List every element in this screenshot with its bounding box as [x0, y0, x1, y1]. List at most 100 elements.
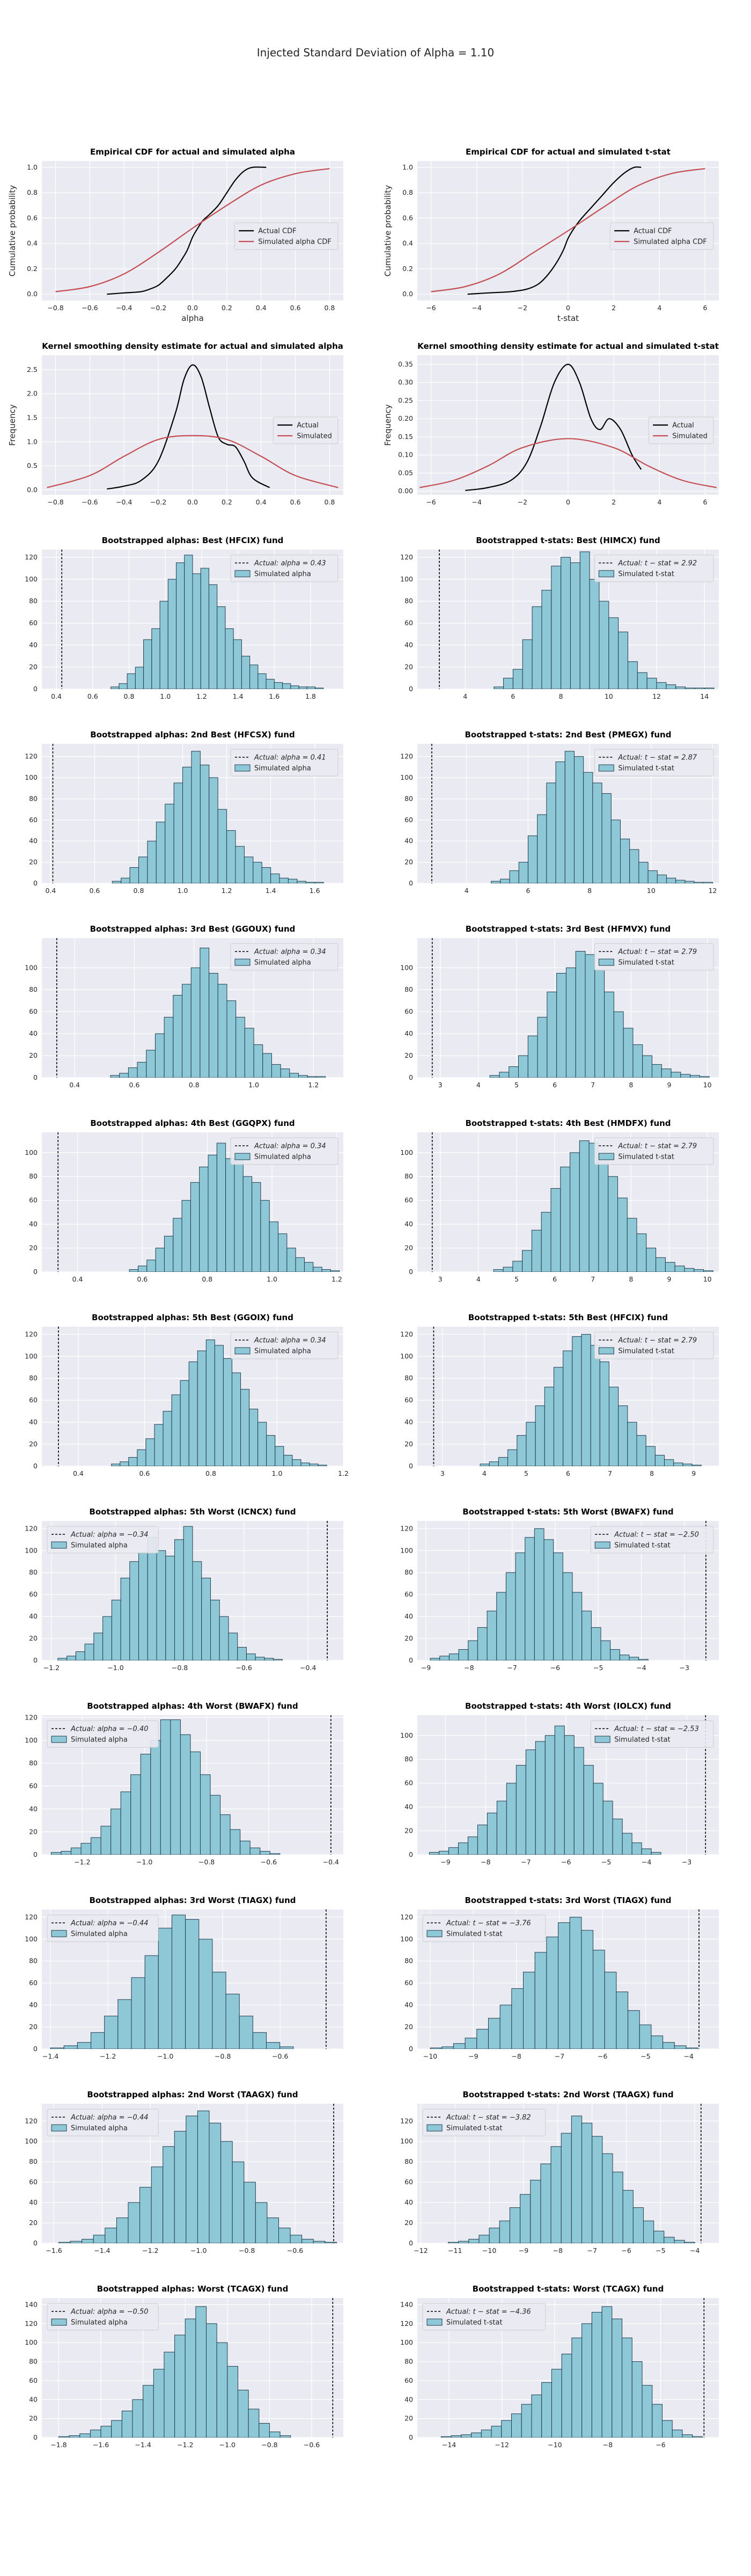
y-tick-label: 100	[400, 773, 413, 781]
y-tick-label: 0.00	[398, 487, 413, 495]
histogram-bar	[550, 1188, 561, 1272]
y-tick-label: 0.6	[27, 214, 38, 222]
histogram-bar	[208, 1154, 217, 1272]
legend-entry-label: Actual CDF	[258, 228, 296, 236]
x-tick-label: 1.6	[269, 692, 279, 700]
x-tick-label: −0.6	[261, 1858, 277, 1866]
histogram-bar	[686, 2047, 698, 2049]
panel-title: Bootstrapped t-stats: 3rd Best (HFMVX) f…	[466, 924, 671, 934]
histogram-bar	[159, 601, 168, 689]
y-axis-label: Frequency	[8, 404, 17, 446]
panel-title: Bootstrapped alphas: 5th Worst (ICNCX) f…	[89, 1507, 296, 1517]
legend-entry-label: Actual: alpha = 0.34	[254, 1143, 326, 1151]
histogram-bar	[145, 1438, 155, 1466]
histogram-bar	[612, 2318, 623, 2438]
x-tick-label: −5	[593, 1664, 603, 1672]
panel-9: Bootstrapped alphas: 3rd Best (GGOUX) fu…	[25, 924, 343, 1089]
histogram-bar	[316, 1076, 326, 1078]
x-tick-label: −0.8	[261, 2441, 277, 2449]
histogram-bar	[165, 1556, 175, 1660]
series-line-actual	[467, 166, 642, 295]
histogram-bar	[239, 2016, 253, 2049]
histogram-bar	[253, 1044, 263, 1078]
histogram-bar	[430, 1658, 440, 1660]
histogram-bar	[581, 1930, 594, 2049]
legend-entry-label: Actual	[297, 422, 319, 430]
legend: Actual Simulated	[273, 416, 338, 444]
legend-bar-swatch	[426, 2318, 443, 2326]
x-tick-label: 1.4	[233, 692, 244, 700]
panel-23: Bootstrapped alphas: Worst (TCAGX) fund −…	[25, 2284, 343, 2449]
histogram-bar	[598, 1154, 609, 1272]
histogram-bar	[153, 2369, 165, 2438]
histogram-bar	[298, 1075, 308, 1078]
histogram-bar	[511, 2413, 522, 2438]
legend-entry-label: Actual: alpha = −0.34	[70, 1531, 149, 1539]
histogram-bar	[581, 1334, 591, 1466]
histogram-bar	[541, 590, 552, 689]
histogram-bar	[501, 2420, 512, 2438]
legend-entry-label: Actual: alpha = 0.41	[254, 754, 326, 762]
histogram-bar	[477, 1824, 488, 1855]
histogram-bar	[573, 1747, 584, 1855]
histogram-bar	[629, 849, 639, 883]
histogram-bar	[257, 673, 267, 689]
x-tick-label: 0.6	[290, 304, 301, 312]
legend: Actual: alpha = −0.44 Simulated alpha	[47, 2109, 159, 2136]
histogram-bar	[82, 2238, 94, 2243]
panel-19: Bootstrapped alphas: 3rd Worst (TIAGX) f…	[25, 1896, 343, 2060]
histogram-bar	[704, 687, 715, 689]
histogram-bar	[69, 2435, 80, 2438]
histogram-bar	[121, 2410, 133, 2438]
panel-17: Bootstrapped alphas: 4th Worst (BWAFX) f…	[25, 1701, 343, 1866]
histogram-bar	[129, 1561, 139, 1660]
histogram-bar	[170, 1719, 181, 1855]
legend-entry-label: Simulated alpha	[254, 570, 311, 579]
x-tick-label: −11	[448, 2246, 462, 2255]
x-tick-label: −3	[682, 1858, 691, 1866]
legend: Actual: t − stat = 2.79 Simulated t-stat	[594, 1137, 714, 1165]
y-tick-label: 100	[25, 575, 38, 583]
x-tick-label: 0.8	[189, 1081, 200, 1089]
y-tick-label: 40	[404, 1612, 413, 1620]
y-tick-label: 100	[400, 1731, 413, 1739]
histogram-bar	[227, 2366, 238, 2438]
panel-title: Bootstrapped alphas: Worst (TCAGX) fund	[97, 2284, 289, 2294]
histogram-bar	[608, 617, 619, 689]
y-tick-label: 0.4	[27, 239, 38, 247]
histogram-bar	[182, 984, 192, 1078]
histogram-bar	[127, 673, 136, 689]
histogram-bar	[521, 2404, 532, 2438]
x-tick-label: 5	[514, 1275, 519, 1283]
histogram-bar	[488, 2018, 500, 2049]
y-tick-label: 0	[33, 879, 38, 887]
x-tick-label: −6	[656, 2441, 665, 2449]
x-tick-label: −5	[640, 2052, 650, 2060]
plot-marks	[430, 1909, 700, 2049]
x-tick-label: −4	[690, 2246, 700, 2255]
x-tick-label: 0.0	[187, 498, 198, 506]
histogram-bar	[622, 1833, 632, 1855]
histogram-bar	[260, 1851, 270, 1855]
x-tick-label: 0.8	[205, 1469, 216, 1477]
histogram-bar	[63, 2045, 78, 2049]
legend-box	[230, 749, 338, 777]
panel-title: Bootstrapped alphas: 2nd Best (HFCSX) fu…	[90, 730, 294, 740]
histogram-bar	[569, 1916, 582, 2049]
histogram-bar	[447, 2242, 459, 2243]
x-tick-label: −7	[521, 1858, 531, 1866]
legend-box	[230, 554, 338, 582]
histogram-bar	[642, 2385, 653, 2438]
panel-15: Bootstrapped alphas: 5th Worst (ICNCX) f…	[25, 1507, 343, 1672]
x-tick-label: 0.6	[90, 887, 100, 895]
histogram-bar	[199, 1166, 209, 1272]
histogram-bar	[600, 1640, 611, 1660]
legend-entry-label: Simulated alpha	[254, 1348, 311, 1356]
histogram-bar	[137, 1265, 148, 1272]
legend-bar-swatch	[51, 2124, 67, 2132]
histogram-bar	[629, 1657, 639, 1660]
histogram-bar	[591, 1627, 601, 1660]
histogram-bar	[690, 1075, 700, 1078]
legend-entry-label: Simulated alpha	[71, 2319, 128, 2327]
histogram-bar	[703, 1270, 713, 1272]
